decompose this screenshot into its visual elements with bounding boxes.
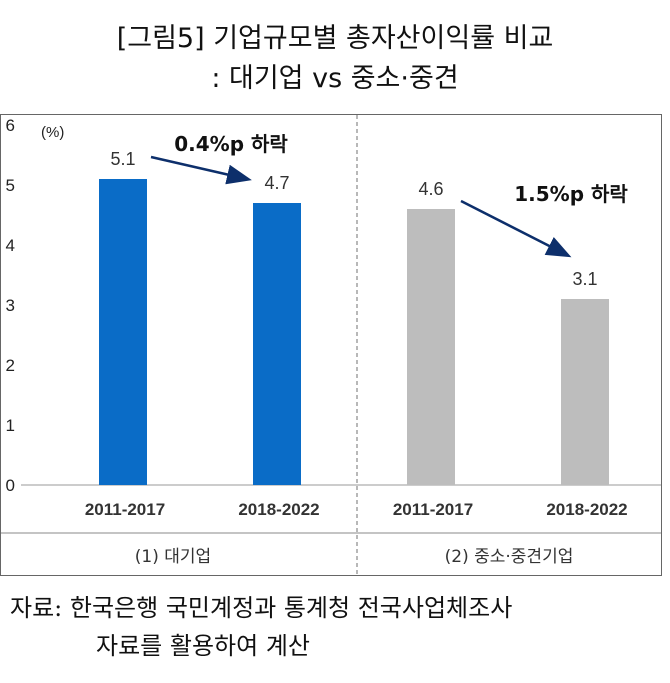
bar [407,209,455,485]
x-tick-label: 2011-2017 [393,500,473,519]
y-axis-unit-label: (%) [41,124,64,141]
annotation-label: 1.5%p 하락 [514,182,628,206]
chart-title-line1: [그림5] 기업규모별 총자산이익률 비교 [116,23,554,54]
bar-value-label: 4.7 [264,173,289,193]
y-tick-label: 4 [6,236,15,255]
x-tick-label: 2011-2017 [85,500,165,519]
y-tick-label: 6 [6,116,15,135]
bar-value-label: 5.1 [110,149,135,169]
bar-value-label: 3.1 [572,269,597,289]
decline-arrow [150,155,252,185]
source-line1: 자료: 한국은행 국민계정과 통계청 전국사업체조사 [10,594,513,622]
y-tick-label: 0 [6,476,15,495]
x-tick-label: 2018-2022 [238,500,319,519]
bar [253,203,301,485]
panel-label: (1) 대기업 [135,547,211,567]
y-tick-label: 1 [6,416,15,435]
bar-value-label: 4.6 [418,179,443,199]
bar [99,179,147,485]
y-tick-label: 2 [6,356,15,375]
panel-label: (2) 중소·중견기업 [445,547,574,567]
x-tick-label: 2018-2022 [546,500,627,519]
chart-frame: 0 1 2 3 4 5 6 (%) 5.1 2011-2017 4.7 2018-2022 (1) 대기… [0,114,662,576]
decline-arrow [460,199,572,258]
bar [561,299,609,485]
source-line2: 자료를 활용하여 계산 [96,632,310,660]
annotation-label: 0.4%p 하락 [174,132,288,156]
bar-chart: 0 1 2 3 4 5 6 (%) 5.1 2011-2017 4.7 2018-2022 (1) 대기… [1,115,661,575]
y-tick-label: 3 [6,296,15,315]
chart-title-line2: : 대기업 vs 중소·중견 [211,63,459,94]
y-tick-label: 5 [6,176,15,195]
